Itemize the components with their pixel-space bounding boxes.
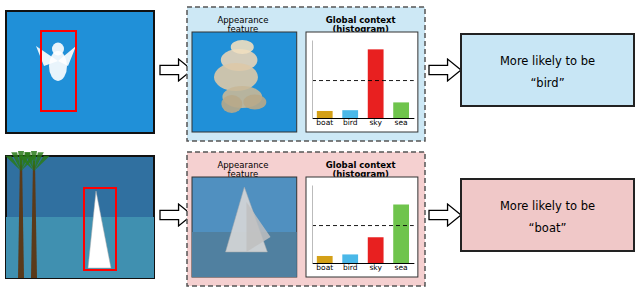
x-tick: bird	[343, 263, 358, 272]
appearance-sail	[246, 202, 270, 252]
x-tick-label: bird	[343, 263, 358, 272]
histogram-background	[306, 177, 418, 277]
y-axis-line	[312, 186, 313, 264]
x-tick: sea	[395, 118, 408, 127]
row: AppearancefeatureGlobal context(histogra…	[5, 151, 634, 286]
chart-root: AppearancefeatureGlobal context(histogra…	[0, 0, 640, 297]
scene-image	[6, 156, 154, 278]
scene	[6, 11, 154, 133]
appearance-blob	[243, 95, 266, 110]
sail	[88, 191, 111, 268]
x-tick-label: sky	[369, 118, 382, 127]
row: AppearancefeatureGlobal context(histogra…	[6, 7, 634, 141]
x-tick-label: bird	[343, 118, 358, 127]
x-tick-label: sky	[369, 263, 382, 272]
result-text: More likely to be	[500, 199, 595, 213]
palm-frond	[34, 156, 50, 171]
feature-box	[187, 7, 425, 141]
block-arrow	[429, 204, 461, 226]
bird-head	[52, 43, 64, 56]
water	[6, 217, 154, 278]
y-axis-line	[312, 41, 313, 119]
feature-box	[187, 152, 425, 286]
appearance-blob	[221, 95, 242, 113]
result-text: “bird”	[530, 76, 564, 90]
x-axis: boat bird sky sea	[313, 263, 415, 272]
block-arrow	[429, 59, 461, 81]
scene-image	[6, 11, 154, 133]
x-tick: boat	[316, 263, 333, 272]
plot-area	[312, 205, 414, 264]
figure: AppearancefeatureGlobal context(histogra…	[0, 0, 640, 297]
reference-line	[312, 225, 414, 226]
bar	[393, 102, 409, 118]
bar	[393, 205, 409, 264]
palm-trunk	[18, 156, 24, 278]
bar	[317, 256, 333, 263]
result-text: “boat”	[529, 221, 567, 235]
x-tick: sky	[369, 263, 382, 272]
x-tick: boat	[316, 118, 333, 127]
bar	[368, 237, 384, 263]
appearance-frame	[192, 177, 297, 277]
y-axis	[312, 186, 313, 264]
scene	[5, 151, 154, 278]
target-box	[84, 188, 116, 270]
palm-trunk	[31, 161, 37, 278]
appearance-blob	[231, 40, 254, 54]
appearance-image	[192, 177, 297, 277]
x-tick: sea	[395, 263, 408, 272]
appearance-image	[192, 32, 297, 132]
target-box	[41, 31, 76, 111]
appearance-frame	[192, 32, 297, 132]
x-tick-label: sea	[395, 263, 408, 272]
result-box	[461, 34, 634, 106]
bar	[342, 254, 358, 263]
x-tick-label: sea	[395, 118, 408, 127]
bar	[317, 111, 333, 118]
y-axis	[312, 41, 313, 119]
bar	[368, 49, 384, 118]
x-tick: sky	[369, 118, 382, 127]
bar	[342, 110, 358, 118]
plot-area	[312, 49, 414, 118]
x-tick-label: boat	[316, 263, 333, 272]
x-tick: bird	[343, 118, 358, 127]
x-tick-label: boat	[316, 118, 333, 127]
result-text: More likely to be	[500, 54, 595, 68]
x-axis: boat bird sky sea	[313, 118, 415, 127]
histogram-background	[306, 32, 418, 132]
result-box	[461, 179, 634, 251]
reference-line	[312, 80, 414, 81]
